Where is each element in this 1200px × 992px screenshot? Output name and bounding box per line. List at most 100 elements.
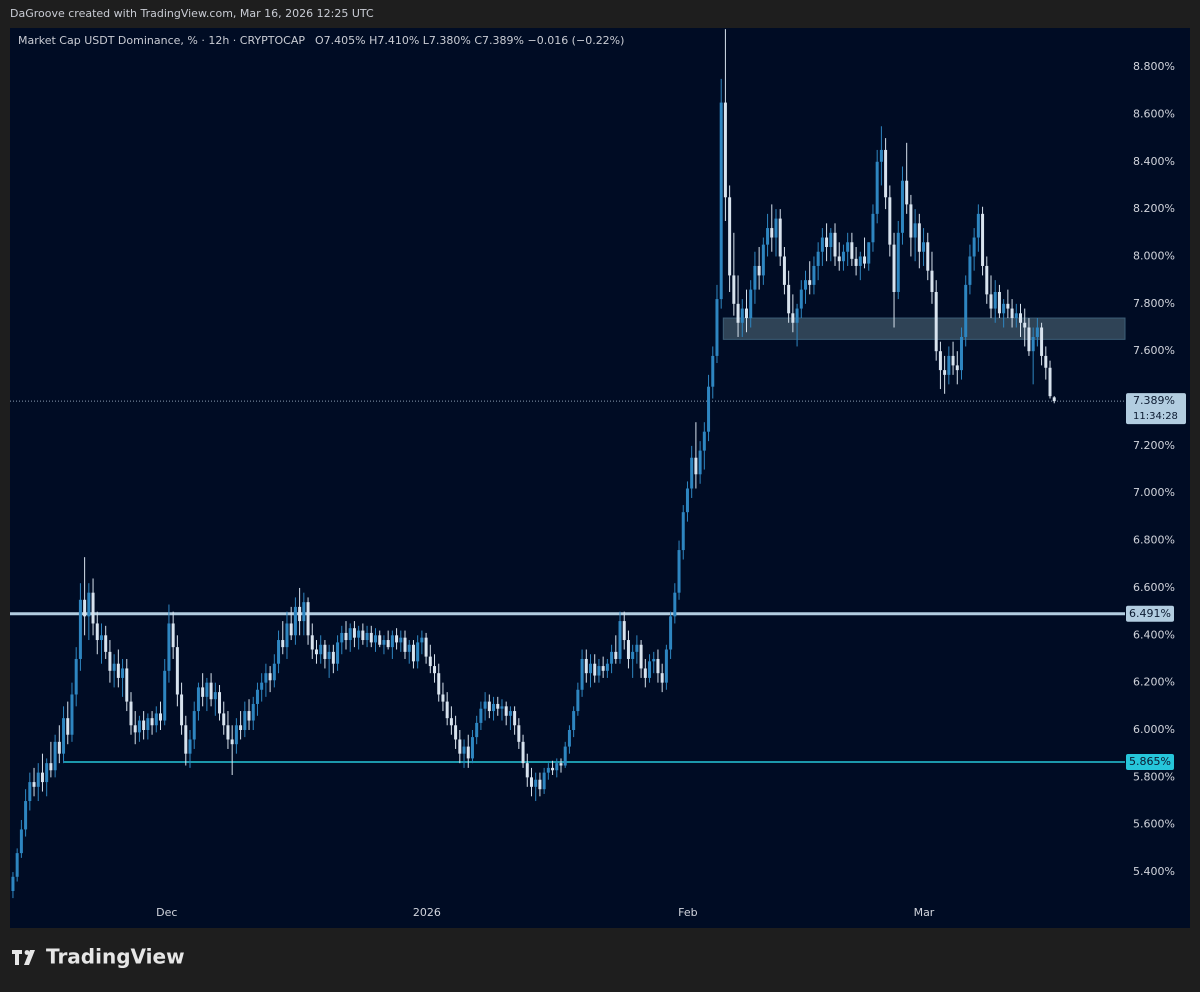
candle-body — [1027, 327, 1031, 352]
candle-body — [664, 649, 668, 683]
candle-body — [850, 242, 854, 259]
candle-body — [690, 457, 694, 489]
candle-body — [218, 692, 222, 714]
candle-body — [11, 876, 15, 892]
candle-body — [917, 223, 921, 252]
candle-body — [268, 673, 272, 681]
candle-body — [863, 256, 867, 264]
candle-body — [610, 651, 614, 664]
candle-body — [985, 265, 989, 295]
level-label: 5.865% — [1129, 755, 1171, 768]
candle-body — [652, 658, 656, 662]
candle-body — [449, 718, 453, 726]
candle-body — [28, 782, 32, 802]
candle-body — [622, 621, 626, 641]
candle-body — [483, 701, 487, 709]
y-tick-label: 6.800% — [1133, 534, 1175, 547]
candle-body — [648, 661, 652, 678]
candle-body — [567, 730, 571, 747]
candle-body — [175, 647, 179, 695]
candle-body — [15, 853, 19, 877]
candle-body — [121, 668, 125, 678]
candle-body — [302, 602, 306, 622]
candle-body — [66, 718, 70, 735]
candle-body — [112, 663, 116, 671]
candle-body — [875, 161, 879, 214]
candle-body — [791, 313, 795, 323]
plot-background — [10, 28, 1190, 900]
y-tick-label: 6.400% — [1133, 628, 1175, 641]
candle-body — [825, 237, 829, 248]
candle-body — [900, 180, 904, 233]
y-tick-label: 7.200% — [1133, 439, 1175, 452]
candle-body — [749, 289, 753, 319]
candle-body — [298, 606, 302, 622]
candle-body — [719, 102, 723, 300]
candle-body — [310, 635, 314, 650]
candle-body — [293, 606, 297, 636]
candle-body — [125, 668, 129, 702]
candle-body — [226, 725, 230, 740]
candle-body — [361, 630, 365, 641]
candle-body — [230, 739, 234, 745]
candle-body — [926, 242, 930, 271]
candle-body — [605, 663, 609, 671]
candle-body — [395, 635, 399, 643]
candle-body — [99, 635, 103, 641]
candle-body — [538, 779, 542, 790]
candle-body — [424, 637, 428, 657]
candle-body — [858, 256, 862, 266]
candle-body — [816, 251, 820, 266]
candle-body — [976, 213, 980, 238]
candle-body — [91, 592, 95, 624]
candle-body — [213, 692, 217, 700]
candle-body — [964, 284, 968, 337]
candles — [11, 29, 1056, 899]
candle-body — [277, 640, 281, 664]
x-tick-label: Feb — [678, 906, 697, 919]
candle-body — [222, 713, 226, 726]
candle-body — [336, 642, 340, 664]
candle-body — [740, 308, 744, 323]
zone — [722, 317, 1126, 340]
candle-body — [470, 737, 474, 759]
candle-body — [70, 694, 74, 735]
candle-body — [411, 644, 415, 662]
candle-body — [871, 213, 875, 243]
candle-body — [104, 635, 108, 652]
x-tick-label: Dec — [156, 906, 177, 919]
candle-body — [576, 689, 580, 712]
attribution: DaGroove created with TradingView.com, M… — [10, 7, 374, 20]
candle-body — [993, 291, 997, 309]
candle-body — [618, 621, 622, 659]
candle-body — [542, 772, 546, 790]
candle-body — [433, 666, 437, 674]
candle-body — [673, 592, 677, 617]
candle-body — [972, 237, 976, 257]
y-tick-label: 7.000% — [1133, 486, 1175, 499]
candle-body — [285, 623, 289, 648]
candle-body — [529, 777, 533, 787]
candle-body — [959, 336, 963, 371]
candle-body — [378, 635, 382, 645]
candle-body — [163, 670, 167, 721]
candle-body — [947, 355, 951, 375]
candle-body — [188, 739, 192, 754]
candle-body — [888, 197, 892, 245]
level-label-box — [1126, 753, 1174, 770]
candle-body — [306, 602, 310, 636]
candle-body — [416, 642, 420, 662]
y-tick-label: 7.800% — [1133, 297, 1175, 310]
candle-body — [281, 640, 285, 648]
candle-body — [694, 457, 698, 475]
candle-body — [492, 703, 496, 712]
candle-body — [732, 275, 736, 304]
candle-body — [466, 746, 470, 759]
candle-body — [1040, 327, 1044, 356]
candle-body — [32, 782, 36, 787]
candle-body — [184, 725, 188, 754]
candle-body — [631, 651, 635, 659]
candle-body — [159, 713, 163, 721]
candle-body — [458, 739, 462, 754]
candle-body — [500, 706, 504, 709]
